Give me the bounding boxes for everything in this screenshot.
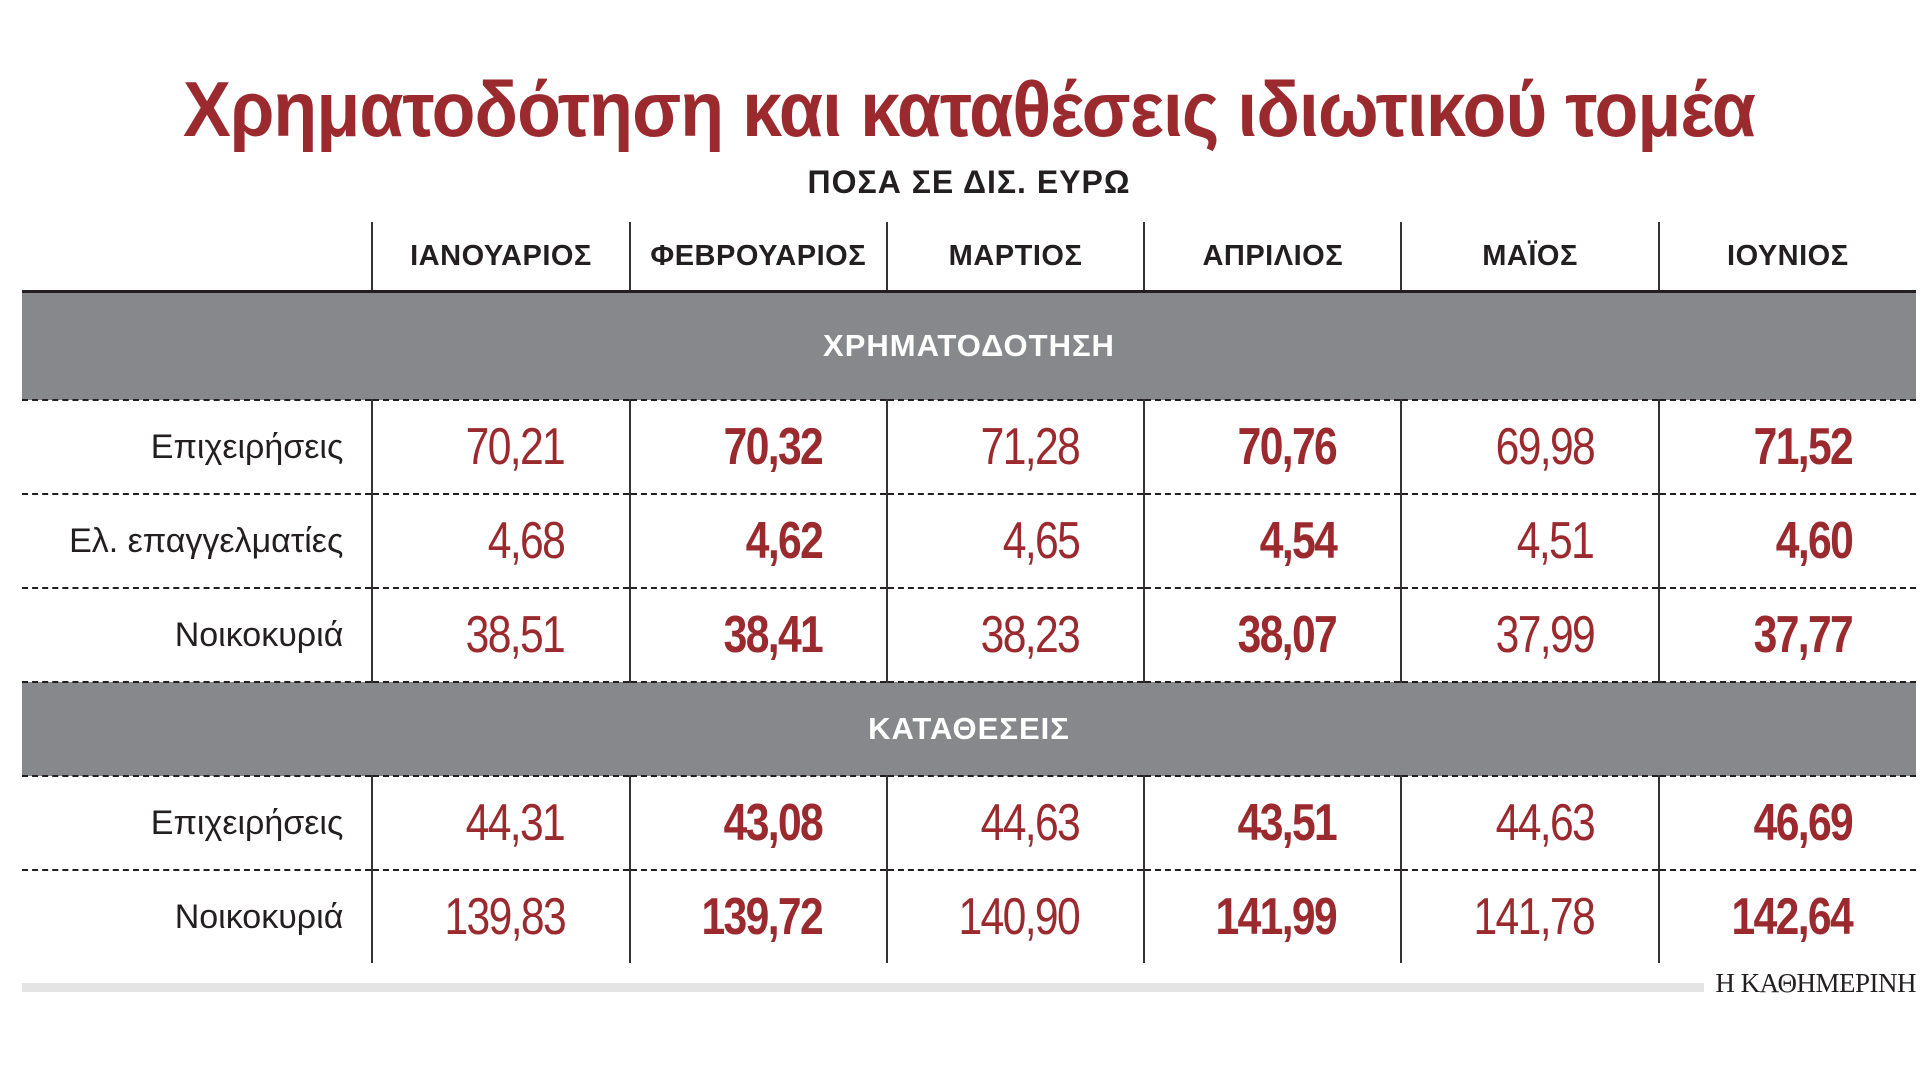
value-text: 139,72: [701, 888, 823, 946]
column-header: ΦΕΒΡΟΥΑΡΙΟΣ: [628, 222, 887, 293]
value-text: 4,65: [1002, 512, 1081, 570]
value-text: 44,31: [466, 794, 566, 852]
value-cell: 70,76: [1143, 400, 1402, 495]
value-cell: 71,52: [1657, 400, 1916, 495]
value-text: 139,83: [444, 888, 566, 946]
value-text: 140,90: [958, 888, 1081, 946]
value-text: 4,68: [488, 512, 566, 570]
column-header: ΜΑΡΤΙΟΣ: [885, 222, 1145, 293]
value-cell: 44,63: [1400, 776, 1659, 871]
section-header-row: ΧΡΗΜΑΤΟΔΟΤΗΣΗ: [22, 291, 1916, 401]
section-title: ΚΑΤΑΘΕΣΕΙΣ: [22, 681, 1916, 777]
value-text: 70,21: [466, 418, 566, 476]
chart-subtitle: ΠΟΣΑ ΣΕ ΔΙΣ. ΕΥΡΩ: [807, 164, 1131, 200]
row-label: Επιχειρήσεις: [22, 776, 373, 871]
value-cell: 37,99: [1400, 588, 1659, 683]
value-cell: 4,54: [1143, 494, 1402, 589]
value-text: 142,64: [1731, 888, 1853, 946]
value-cell: 4,65: [885, 494, 1145, 589]
section-header-row: ΚΑΤΑΘΕΣΕΙΣ: [22, 681, 1916, 777]
value-cell: 141,78: [1400, 870, 1659, 963]
value-cell: 69,98: [1400, 400, 1659, 495]
row-label: Νοικοκυριά: [22, 588, 373, 683]
value-text: 38,51: [466, 606, 566, 664]
source-credit: Η ΚΑΘΗΜΕΡΙΝΗ: [1715, 968, 1916, 998]
value-text: 37,99: [1495, 606, 1595, 664]
column-header: ΜΑΪΟΣ: [1400, 222, 1659, 293]
value-text: 38,41: [723, 606, 823, 664]
value-text: 69,98: [1495, 418, 1595, 476]
value-cell: 140,90: [885, 870, 1145, 963]
chart-title: Χρηματοδότηση και καταθέσεις ιδιωτικού τ…: [183, 65, 1756, 153]
value-text: 44,63: [1495, 794, 1595, 852]
value-text: 4,54: [1259, 512, 1338, 570]
value-cell: 43,51: [1143, 776, 1402, 871]
row-label: Επιχειρήσεις: [22, 400, 373, 495]
value-cell: 139,72: [628, 870, 887, 963]
value-text: 46,69: [1753, 794, 1853, 852]
column-header: ΙΑΝΟΥΑΡΙΟΣ: [371, 222, 630, 293]
value-cell: 43,08: [628, 776, 887, 871]
value-text: 4,51: [1517, 512, 1595, 570]
value-cell: 37,77: [1657, 588, 1916, 683]
value-cell: 38,07: [1143, 588, 1402, 683]
value-cell: 38,51: [371, 588, 630, 683]
value-cell: 46,69: [1657, 776, 1916, 871]
value-text: 37,77: [1753, 606, 1853, 664]
value-cell: 4,60: [1657, 494, 1916, 589]
value-cell: 70,32: [628, 400, 887, 495]
table-row: Επιχειρήσεις 70,21 70,32 71,28 70,76 69,…: [22, 400, 1916, 495]
value-cell: 4,68: [371, 494, 630, 589]
value-text: 38,07: [1237, 606, 1338, 664]
value-cell: 71,28: [885, 400, 1145, 495]
value-text: 44,63: [980, 794, 1081, 852]
data-table: ΙΑΝΟΥΑΡΙΟΣ ΦΕΒΡΟΥΑΡΙΟΣ ΜΑΡΤΙΟΣ ΑΠΡΙΛΙΟΣ …: [22, 222, 1916, 963]
value-cell: 70,21: [371, 400, 630, 495]
value-cell: 141,99: [1143, 870, 1402, 963]
value-cell: 44,31: [371, 776, 630, 871]
value-text: 70,76: [1237, 418, 1338, 476]
row-label: Νοικοκυριά: [174, 897, 344, 936]
row-label: Ελ. επαγγελματίες: [22, 494, 373, 589]
value-text: 4,62: [745, 512, 823, 570]
value-cell: 142,64: [1657, 870, 1916, 963]
table-row: Ελ. επαγγελματίες 4,68 4,62 4,65 4,54 4,…: [22, 494, 1916, 589]
footer-divider: [22, 983, 1704, 992]
value-cell: 4,62: [628, 494, 887, 589]
value-cell: 139,83: [371, 870, 630, 963]
table-row: Νοικοκυριά 139,83 139,72 140,90 141,99 1…: [22, 870, 1916, 963]
value-text: 71,52: [1753, 418, 1853, 476]
column-header: ΙΟΥΝΙΟΣ: [1657, 222, 1916, 293]
column-header: ΑΠΡΙΛΙΟΣ: [1143, 222, 1402, 293]
value-text: 43,51: [1237, 794, 1338, 852]
header-row: ΙΑΝΟΥΑΡΙΟΣ ΦΕΒΡΟΥΑΡΙΟΣ ΜΑΡΤΙΟΣ ΑΠΡΙΛΙΟΣ …: [22, 222, 1916, 293]
value-cell: 4,51: [1400, 494, 1659, 589]
value-text: 4,60: [1775, 512, 1854, 570]
value-text: 43,08: [723, 794, 823, 852]
value-text: 71,28: [980, 418, 1081, 476]
header-blank-cell: [22, 222, 373, 293]
table-row: Επιχειρήσεις 44,31 43,08 44,63 43,51 44,…: [22, 776, 1916, 871]
value-cell: 38,41: [628, 588, 887, 683]
section-title: ΧΡΗΜΑΤΟΔΟΤΗΣΗ: [22, 291, 1916, 401]
table-row: Νοικοκυριά 38,51 38,41 38,23 38,07 37,99…: [22, 588, 1916, 683]
value-text: 70,32: [723, 418, 823, 476]
value-text: 38,23: [980, 606, 1081, 664]
value-text: 141,99: [1215, 888, 1338, 946]
value-text: 141,78: [1473, 888, 1595, 946]
value-cell: 38,23: [885, 588, 1145, 683]
value-cell: 44,63: [885, 776, 1145, 871]
